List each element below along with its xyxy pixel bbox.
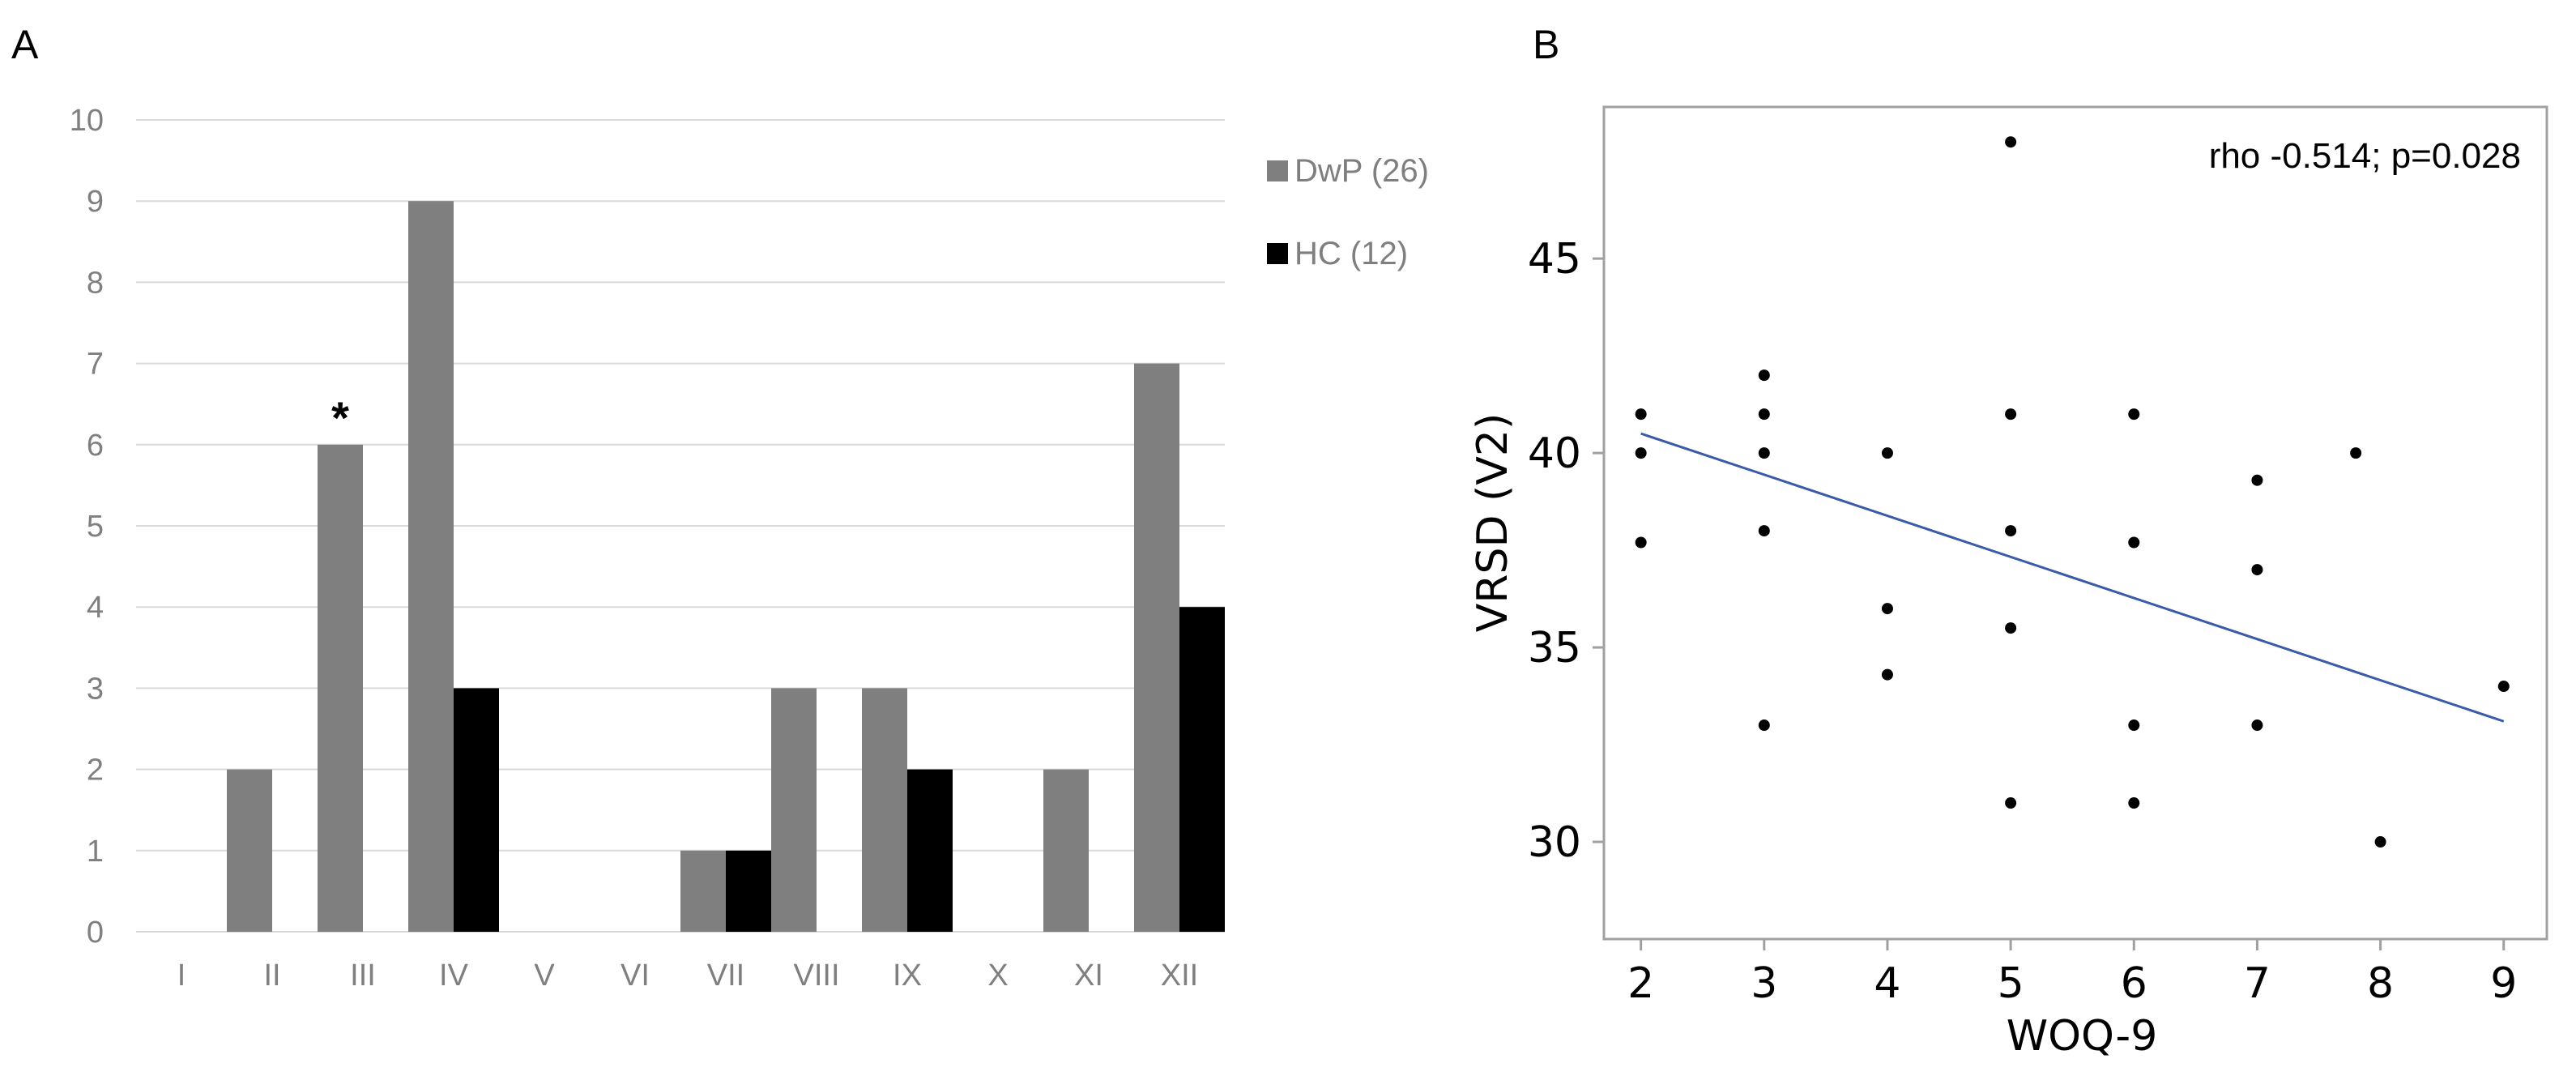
x-tick-label: 7: [2244, 959, 2271, 1008]
x-tick-label: IX: [893, 959, 922, 993]
panel-b-plot-frame: [1602, 105, 2548, 941]
x-tick-label: 5: [1998, 959, 2024, 1008]
data-point: [2128, 719, 2140, 732]
data-point: [1881, 668, 1893, 681]
y-tick-label: 6: [87, 429, 104, 463]
panel-a-x-ticks: I II III IV V VI VII VIII IX X XI XII: [177, 959, 1199, 993]
x-tick-label: 9: [2490, 959, 2517, 1008]
data-point: [2374, 836, 2386, 848]
x-tick-label: 6: [2121, 959, 2147, 1008]
bar-hc-iv: [454, 688, 499, 932]
panel-a-legend: DwP (26) HC (12): [1267, 153, 1429, 271]
data-point: [2251, 474, 2263, 486]
legend-swatch-hc: [1267, 243, 1288, 264]
y-axis-title: VRSD (V2): [1469, 413, 1517, 633]
data-point: [1758, 408, 1770, 421]
x-tick-label: III: [350, 959, 376, 993]
data-point: [2005, 408, 2017, 421]
x-tick-label: 2: [1627, 959, 1654, 1008]
y-tick-label: 35: [1528, 624, 1581, 672]
data-point: [2350, 447, 2362, 459]
data-point: [2128, 408, 2140, 421]
x-tick-label: VIII: [793, 959, 839, 993]
data-point: [2005, 136, 2017, 148]
data-point: [2005, 797, 2017, 809]
x-tick-label: X: [987, 959, 1008, 993]
y-tick-label: 2: [87, 754, 104, 788]
bar-dwp-xii: [1134, 363, 1179, 933]
data-point: [1881, 603, 1893, 615]
x-tick-label: 4: [1874, 959, 1900, 1008]
data-point: [2251, 564, 2263, 576]
bar-hc-xii: [1179, 607, 1225, 932]
x-tick-label: V: [534, 959, 555, 993]
data-point: [1758, 719, 1770, 732]
y-tick-label: 30: [1528, 818, 1581, 867]
panel-b-x-ticks: 2 3 4 5 6 7 8 9: [1627, 939, 2517, 1008]
data-point: [1758, 447, 1770, 459]
y-tick-label: 8: [87, 266, 104, 300]
data-point: [2497, 681, 2510, 693]
x-tick-label: XII: [1161, 959, 1198, 993]
panel-b-label: B: [1533, 22, 1559, 67]
data-point: [2128, 536, 2140, 549]
data-point: [2128, 797, 2140, 809]
bar-dwp-iv: [408, 201, 454, 932]
panel-a-y-ticks: 0 1 2 3 4 5 6 7 8 9 10: [70, 104, 104, 950]
y-tick-label: 1: [87, 835, 104, 869]
legend-label-dwp: DwP (26): [1294, 153, 1429, 189]
legend-label-hc: HC (12): [1294, 236, 1408, 271]
data-point: [1758, 369, 1770, 382]
panel-b-points: [1635, 136, 2510, 848]
y-tick-label: 0: [87, 916, 104, 950]
panel-a-bars: [227, 201, 1225, 933]
data-point: [1635, 408, 1647, 421]
y-tick-label: 5: [87, 510, 104, 544]
x-axis-title: WOQ-9: [2007, 1012, 2158, 1061]
x-tick-label: 3: [1751, 959, 1777, 1008]
x-tick-label: 8: [2367, 959, 2394, 1008]
data-point: [1635, 447, 1647, 459]
data-point: [1635, 536, 1647, 549]
y-tick-label: 10: [70, 104, 104, 138]
y-tick-label: 9: [87, 185, 104, 219]
bar-hc-vii: [726, 850, 771, 932]
significance-asterisk: *: [331, 392, 349, 443]
data-point: [2251, 719, 2263, 732]
data-point: [2005, 622, 2017, 634]
bar-dwp-iii: [318, 444, 363, 932]
legend-swatch-dwp: [1267, 160, 1288, 181]
bar-dwp-xi: [1043, 769, 1089, 932]
data-point: [1758, 525, 1770, 537]
panel-a-label: A: [11, 22, 39, 67]
y-tick-label: 4: [87, 591, 104, 625]
data-point: [1881, 447, 1893, 459]
x-tick-label: VII: [707, 959, 744, 993]
x-tick-label: I: [177, 959, 186, 993]
correlation-annotation: rho -0.514; p=0.028: [2209, 136, 2521, 176]
bar-dwp-ii: [227, 769, 272, 932]
data-point: [2005, 525, 2017, 537]
y-tick-label: 7: [87, 348, 104, 382]
x-tick-label: II: [263, 959, 280, 993]
bar-dwp-vii: [680, 850, 726, 932]
x-tick-label: IV: [439, 959, 469, 993]
bar-dwp-ix: [862, 688, 907, 932]
bar-hc-ix: [907, 769, 953, 932]
x-tick-label: XI: [1074, 959, 1103, 993]
y-tick-label: 3: [87, 672, 104, 706]
panel-b-y-ticks: 30 35 40 45: [1528, 235, 1604, 867]
y-tick-label: 40: [1528, 429, 1581, 478]
x-tick-label: VI: [621, 959, 650, 993]
y-tick-label: 45: [1528, 235, 1581, 284]
bar-dwp-viii: [771, 688, 817, 932]
regression-line: [1640, 432, 2505, 723]
